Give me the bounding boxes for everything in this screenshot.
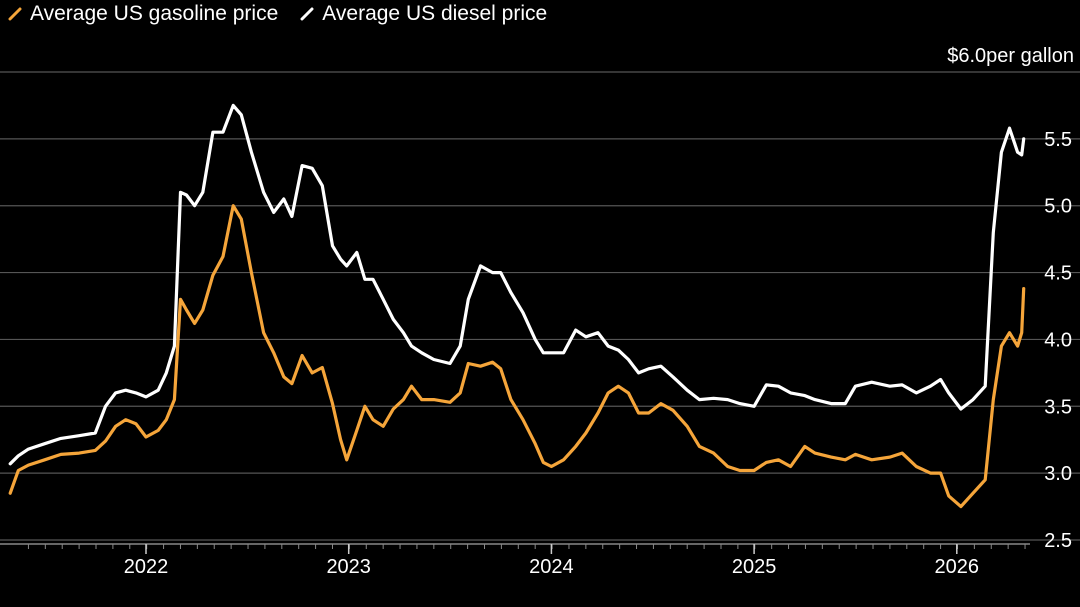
x-tick-label: 2025	[732, 556, 777, 578]
unit-label: $6.0per gallon	[947, 45, 1074, 67]
y-tick-label: 3.0	[1044, 463, 1072, 485]
legend-label-diesel: Average US diesel price	[322, 2, 548, 25]
legend: Average US gasoline price Average US die…	[8, 2, 547, 26]
x-tick-label: 2023	[326, 556, 371, 578]
y-tick-label: 3.5	[1044, 396, 1072, 418]
legend-item-gasoline: Average US gasoline price	[8, 2, 278, 26]
y-tick-label: 5.0	[1044, 196, 1072, 218]
y-tick-label: 2.5	[1044, 530, 1072, 552]
legend-item-diesel: Average US diesel price	[300, 2, 547, 26]
legend-swatch-gasoline-icon	[8, 7, 22, 21]
y-tick-label: 4.0	[1044, 329, 1072, 351]
x-tick-label: 2024	[529, 556, 574, 578]
legend-swatch-diesel-icon	[300, 7, 314, 21]
y-tick-label: 4.5	[1044, 263, 1072, 285]
x-tick-label: 2026	[935, 556, 980, 578]
diesel-price-line	[8, 103, 1026, 466]
x-tick-label: 2022	[124, 556, 169, 578]
gasoline-price-line	[8, 204, 1026, 509]
legend-label-gasoline: Average US gasoline price	[30, 2, 279, 25]
y-tick-label: 5.5	[1044, 129, 1072, 151]
